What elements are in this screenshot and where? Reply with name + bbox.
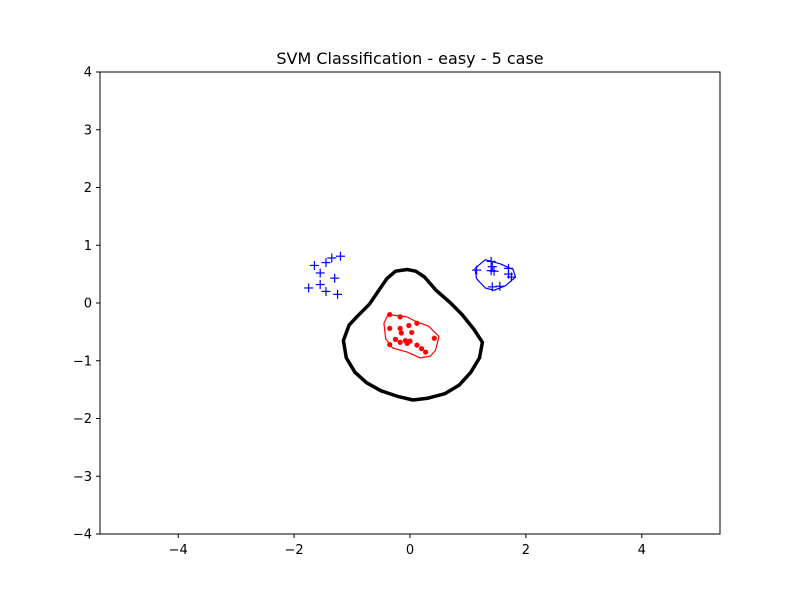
dot-marker-point [387,341,393,348]
plus-marker-point [304,283,314,293]
plus-marker-point [327,253,337,263]
plus-marker-point [315,280,325,290]
plus-marker-point [472,265,482,275]
y-tick-label: −3 [73,470,92,485]
y-tick-label: −1 [73,354,92,369]
plus-marker-point [330,273,340,283]
plus-marker-point [315,268,325,278]
dot-marker-point [414,320,420,326]
axes: −4 −2 0 2 4 4 3 2 1 0 −1 −2 −3 −4 [73,66,646,559]
plus-marker-point [486,256,496,266]
dot-marker-point [414,342,420,348]
y-tick-label: −4 [73,528,92,543]
x-tick-label: 0 [406,543,414,558]
dot-marker-point [409,329,415,336]
dot-marker-point [398,330,404,336]
y-tick-label: 3 [84,123,92,138]
dot-marker-point [397,325,403,332]
plot-area [304,251,517,402]
x-tick-label: −2 [285,543,304,558]
dot-marker-point [406,322,412,329]
plus-marker-point [321,258,331,268]
plus-marker-point [333,289,343,299]
plus-marker-point [309,260,319,270]
dot-marker-point [431,335,437,341]
x-tick-label: −4 [169,543,188,558]
plus-marker-point [335,251,345,261]
x-tick-label: 2 [522,543,530,558]
y-tick-label: 2 [84,181,92,196]
plus-marker-point [321,286,331,296]
dot-marker-point [387,325,393,332]
plus-marker-point [489,266,499,276]
dot-marker-point [397,314,403,320]
dot-marker-point [423,349,429,355]
plus-marker-point [495,281,505,291]
plus-marker-point [487,282,497,292]
dot-marker-point [418,346,425,352]
chart-title: SVM Classification - easy - 5 case [276,49,543,68]
x-tick-label: 4 [638,543,646,558]
dot-marker-point [397,339,403,345]
y-tick-label: −2 [73,412,92,427]
dot-marker-point [387,311,393,318]
y-tick-label: 1 [84,239,92,254]
y-tick-label: 0 [84,297,92,312]
y-tick-label: 4 [84,66,92,81]
plus-marker-point [487,262,497,272]
dot-marker-point [404,340,410,347]
decision-boundary-contour [341,267,485,402]
dot-marker-point [392,336,399,342]
plus-marker-point [506,272,516,282]
